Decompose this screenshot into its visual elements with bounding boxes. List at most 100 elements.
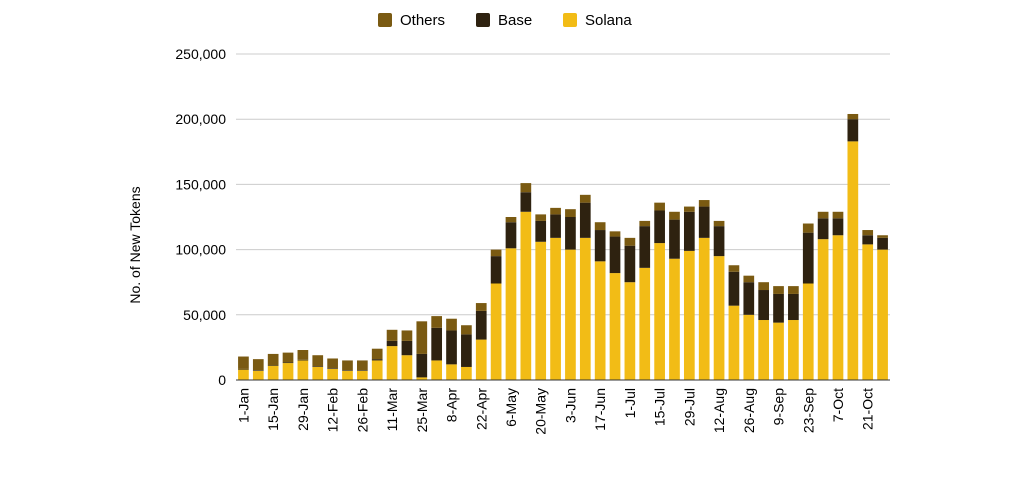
bar-others-24 [594, 222, 606, 231]
x-tick-label-14: 15-Jul [652, 388, 668, 426]
bar-solana-37 [788, 320, 799, 380]
bar-solana-30 [683, 250, 695, 380]
x-tick-label-21: 21-Oct [860, 388, 876, 430]
bar-base-33 [728, 271, 740, 306]
bar-others-36 [773, 286, 784, 294]
bar-solana-16 [475, 339, 487, 380]
bar-solana-24 [594, 261, 606, 380]
bar-others-28 [654, 202, 665, 211]
bar-solana-33 [728, 305, 740, 380]
axes: 0 50,000 100,000 150,000 200,000 250,000 1-Jan… [175, 46, 890, 435]
bar-base-1 [252, 370, 264, 371]
x-tick-label-12: 17-Jun [592, 388, 608, 431]
bar-others-22 [565, 209, 576, 217]
bar-solana-13 [431, 360, 443, 380]
bar-solana-5 [312, 366, 324, 380]
bar-others-1 [252, 359, 264, 371]
bar-others-32 [713, 220, 725, 227]
bar-solana-2 [267, 365, 279, 380]
bar-base-19 [520, 192, 532, 212]
bar-others-23 [579, 194, 591, 203]
bar-base-41 [847, 119, 859, 142]
x-tick-label-10: 20-May [533, 388, 549, 435]
bar-base-26 [624, 245, 636, 283]
bar-base-16 [475, 310, 487, 340]
bar-others-8 [356, 360, 368, 371]
bar-others-12 [416, 321, 428, 354]
x-tick-label-9: 6-May [503, 388, 519, 427]
bar-solana-39 [817, 239, 829, 380]
x-tick-label-7: 8-Apr [444, 388, 460, 423]
bar-others-16 [475, 303, 487, 311]
bar-others-0 [238, 356, 249, 369]
bar-base-8 [356, 370, 368, 371]
bar-base-30 [683, 211, 695, 251]
x-tick-label-8: 22-Apr [473, 388, 489, 430]
bar-base-2 [267, 365, 279, 366]
bar-others-20 [535, 214, 547, 221]
bar-solana-7 [342, 370, 353, 380]
bar-base-25 [609, 236, 621, 274]
x-tick-label-1: 15-Jan [265, 388, 281, 431]
bar-base-17 [490, 256, 502, 284]
bar-base-39 [817, 218, 829, 240]
legend-label-solana: Solana [585, 12, 632, 29]
bar-others-15 [461, 325, 472, 335]
bar-solana-25 [609, 273, 621, 380]
legend-swatch-solana [563, 13, 577, 27]
bar-solana-27 [639, 267, 651, 380]
bar-others-38 [802, 223, 814, 233]
bar-solana-10 [386, 346, 398, 380]
y-tick-label-5: 250,000 [175, 46, 226, 62]
bar-solana-31 [698, 237, 710, 380]
bar-solana-0 [238, 369, 249, 380]
y-axis-title: No. of New Tokens [127, 186, 143, 303]
bar-base-20 [535, 220, 547, 242]
bar-base-0 [238, 368, 249, 370]
y-tick-label-1: 50,000 [183, 307, 226, 323]
bar-solana-43 [877, 249, 888, 380]
bar-solana-12 [416, 377, 428, 380]
bar-others-6 [327, 358, 338, 369]
bar-others-9 [371, 348, 383, 360]
bar-base-34 [743, 282, 755, 315]
bar-base-13 [431, 327, 443, 361]
bar-solana-34 [743, 314, 755, 380]
y-tick-label-0: 0 [218, 372, 226, 388]
bar-others-31 [698, 200, 710, 207]
legend-swatch-base [476, 13, 490, 27]
bar-solana-36 [773, 322, 784, 380]
bar-base-12 [416, 353, 428, 378]
bar-others-3 [282, 352, 294, 363]
bar-others-29 [669, 211, 680, 220]
x-tick-label-13: 1-Jul [622, 388, 638, 418]
bar-solana-29 [669, 258, 680, 380]
bar-base-10 [386, 340, 398, 347]
bar-others-39 [817, 211, 829, 219]
bar-base-35 [758, 290, 770, 321]
x-tick-label-15: 29-Jul [681, 388, 697, 426]
y-tick-label-3: 150,000 [175, 176, 226, 192]
bar-solana-21 [550, 237, 561, 380]
bar-solana-6 [327, 368, 338, 380]
bar-base-43 [877, 237, 888, 250]
bar-others-17 [490, 249, 502, 257]
bar-base-14 [446, 330, 457, 365]
bar-others-14 [446, 318, 457, 331]
bar-base-11 [401, 340, 413, 356]
bar-others-7 [342, 360, 353, 371]
bar-base-37 [788, 293, 799, 321]
bar-solana-32 [713, 256, 725, 380]
bar-base-31 [698, 206, 710, 238]
bar-solana-11 [401, 355, 413, 380]
bar-others-34 [743, 275, 755, 283]
x-tick-label-3: 12-Feb [325, 388, 341, 433]
bar-base-6 [327, 368, 338, 369]
bar-others-35 [758, 282, 770, 291]
bar-others-27 [639, 220, 651, 227]
x-tick-label-5: 11-Mar [384, 388, 400, 432]
y-tick-label-2: 100,000 [175, 242, 226, 258]
bar-others-5 [312, 355, 324, 367]
